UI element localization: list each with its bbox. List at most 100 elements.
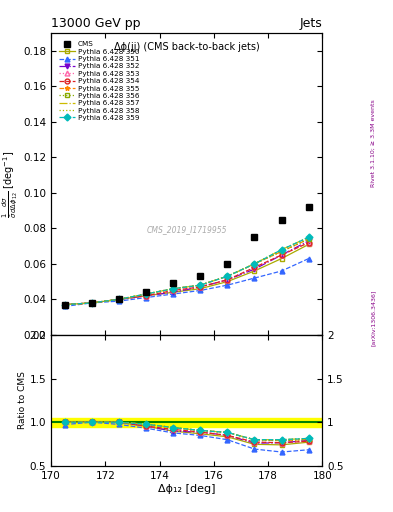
Text: [arXiv:1306.3436]: [arXiv:1306.3436] bbox=[371, 289, 376, 346]
Pythia 6.428 356 bbox=[225, 273, 230, 280]
Pythia 6.428 355 bbox=[171, 286, 176, 292]
Pythia 6.428 355 bbox=[90, 300, 94, 306]
Pythia 6.428 352 bbox=[117, 296, 121, 303]
Pythia 6.428 355 bbox=[143, 291, 148, 297]
Pythia 6.428 358 bbox=[62, 302, 67, 308]
Pythia 6.428 357 bbox=[225, 273, 230, 280]
Pythia 6.428 351 bbox=[252, 275, 257, 281]
Pythia 6.428 354 bbox=[90, 300, 94, 306]
Pythia 6.428 359 bbox=[252, 261, 257, 267]
CMS bbox=[143, 289, 148, 295]
Line: Pythia 6.428 359: Pythia 6.428 359 bbox=[62, 235, 311, 307]
Pythia 6.428 352 bbox=[225, 277, 230, 283]
Text: CMS_2019_I1719955: CMS_2019_I1719955 bbox=[147, 225, 227, 234]
Pythia 6.428 353 bbox=[171, 287, 176, 293]
Pythia 6.428 352 bbox=[307, 238, 311, 244]
CMS bbox=[307, 204, 311, 210]
Pythia 6.428 355 bbox=[117, 296, 121, 303]
Y-axis label: $\frac{1}{\bar{\sigma}}\frac{d\sigma}{d\Delta\phi_{12}}$ [deg$^{-1}$]: $\frac{1}{\bar{\sigma}}\frac{d\sigma}{d\… bbox=[1, 151, 20, 218]
Pythia 6.428 354 bbox=[143, 293, 148, 299]
CMS bbox=[62, 302, 67, 308]
Line: Pythia 6.428 351: Pythia 6.428 351 bbox=[62, 256, 311, 309]
Pythia 6.428 357 bbox=[90, 300, 94, 306]
Pythia 6.428 359 bbox=[171, 286, 176, 292]
Pythia 6.428 357 bbox=[117, 296, 121, 303]
Pythia 6.428 353 bbox=[62, 302, 67, 308]
Pythia 6.428 356 bbox=[252, 261, 257, 267]
Pythia 6.428 354 bbox=[252, 264, 257, 270]
Pythia 6.428 353 bbox=[198, 284, 203, 290]
Pythia 6.428 359 bbox=[307, 234, 311, 240]
Pythia 6.428 358 bbox=[225, 273, 230, 280]
Pythia 6.428 355 bbox=[198, 282, 203, 288]
CMS bbox=[198, 273, 203, 280]
Pythia 6.428 359 bbox=[62, 302, 67, 308]
Pythia 6.428 359 bbox=[225, 273, 230, 280]
Pythia 6.428 350 bbox=[252, 268, 257, 274]
Line: Pythia 6.428 355: Pythia 6.428 355 bbox=[62, 237, 311, 307]
Pythia 6.428 352 bbox=[62, 302, 67, 308]
Pythia 6.428 351 bbox=[171, 291, 176, 297]
Pythia 6.428 356 bbox=[307, 236, 311, 242]
Text: Jets: Jets bbox=[299, 16, 322, 30]
Pythia 6.428 356 bbox=[279, 248, 284, 254]
Text: 13000 GeV pp: 13000 GeV pp bbox=[51, 16, 141, 30]
Pythia 6.428 350 bbox=[307, 241, 311, 247]
Pythia 6.428 355 bbox=[252, 261, 257, 267]
Pythia 6.428 356 bbox=[171, 286, 176, 292]
Line: Pythia 6.428 350: Pythia 6.428 350 bbox=[62, 242, 311, 307]
Pythia 6.428 352 bbox=[90, 300, 94, 306]
Pythia 6.428 354 bbox=[225, 277, 230, 283]
Pythia 6.428 350 bbox=[143, 293, 148, 299]
Pythia 6.428 352 bbox=[252, 266, 257, 272]
Pythia 6.428 353 bbox=[143, 293, 148, 299]
Pythia 6.428 358 bbox=[90, 300, 94, 306]
Pythia 6.428 352 bbox=[198, 284, 203, 290]
Pythia 6.428 356 bbox=[143, 291, 148, 297]
Pythia 6.428 359 bbox=[117, 296, 121, 303]
CMS bbox=[171, 280, 176, 286]
Pythia 6.428 359 bbox=[198, 282, 203, 288]
Pythia 6.428 351 bbox=[90, 300, 94, 306]
Pythia 6.428 356 bbox=[62, 302, 67, 308]
Pythia 6.428 356 bbox=[90, 300, 94, 306]
CMS bbox=[117, 296, 121, 303]
Pythia 6.428 351 bbox=[307, 255, 311, 262]
CMS bbox=[279, 217, 284, 223]
Pythia 6.428 353 bbox=[252, 264, 257, 270]
Pythia 6.428 357 bbox=[143, 291, 148, 297]
Pythia 6.428 351 bbox=[225, 282, 230, 288]
Pythia 6.428 352 bbox=[143, 293, 148, 299]
Pythia 6.428 355 bbox=[62, 302, 67, 308]
Pythia 6.428 354 bbox=[117, 296, 121, 303]
Pythia 6.428 359 bbox=[143, 291, 148, 297]
Pythia 6.428 354 bbox=[171, 287, 176, 293]
Pythia 6.428 357 bbox=[171, 286, 176, 292]
Pythia 6.428 358 bbox=[198, 282, 203, 288]
CMS bbox=[90, 300, 94, 306]
Text: Δϕ(jj) (CMS back-to-back jets): Δϕ(jj) (CMS back-to-back jets) bbox=[114, 42, 259, 52]
Pythia 6.428 356 bbox=[117, 296, 121, 303]
Pythia 6.428 355 bbox=[307, 236, 311, 242]
Legend: CMS, Pythia 6.428 350, Pythia 6.428 351, Pythia 6.428 352, Pythia 6.428 353, Pyt: CMS, Pythia 6.428 350, Pythia 6.428 351,… bbox=[57, 40, 141, 122]
Pythia 6.428 350 bbox=[117, 296, 121, 303]
Pythia 6.428 354 bbox=[307, 240, 311, 246]
Pythia 6.428 351 bbox=[198, 287, 203, 293]
Pythia 6.428 358 bbox=[171, 286, 176, 292]
Pythia 6.428 359 bbox=[90, 300, 94, 306]
Pythia 6.428 350 bbox=[171, 289, 176, 295]
Pythia 6.428 354 bbox=[198, 284, 203, 290]
Pythia 6.428 357 bbox=[279, 247, 284, 253]
Pythia 6.428 352 bbox=[171, 289, 176, 295]
Pythia 6.428 351 bbox=[117, 298, 121, 304]
Pythia 6.428 358 bbox=[117, 296, 121, 303]
Pythia 6.428 353 bbox=[117, 296, 121, 303]
Pythia 6.428 354 bbox=[279, 252, 284, 258]
Pythia 6.428 350 bbox=[90, 300, 94, 306]
Pythia 6.428 358 bbox=[252, 261, 257, 267]
Pythia 6.428 350 bbox=[225, 279, 230, 285]
Line: Pythia 6.428 352: Pythia 6.428 352 bbox=[62, 239, 311, 307]
Line: Pythia 6.428 354: Pythia 6.428 354 bbox=[62, 240, 311, 307]
Y-axis label: Ratio to CMS: Ratio to CMS bbox=[18, 371, 27, 429]
Pythia 6.428 358 bbox=[279, 247, 284, 253]
